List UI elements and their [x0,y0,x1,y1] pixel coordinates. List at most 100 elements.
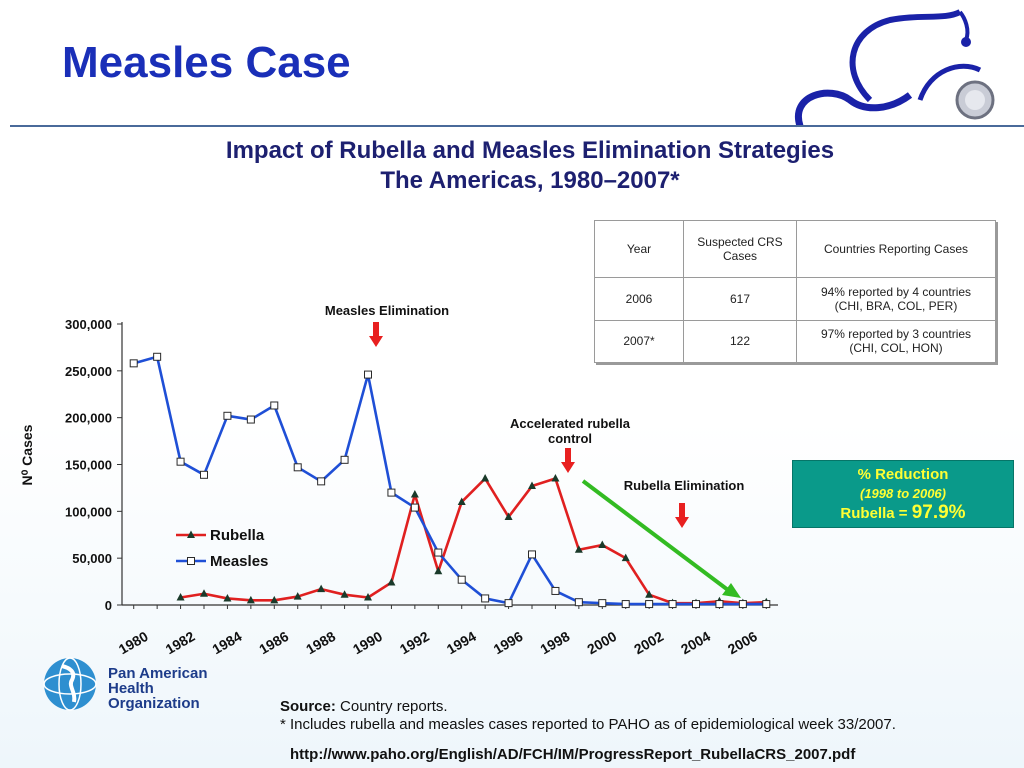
data-point-rubella [621,553,630,562]
org-line2: Health [108,680,154,697]
chart-title: Impact of Rubella and Measles Eliminatio… [0,136,1024,196]
data-point-rubella [645,590,654,598]
data-point-rubella [223,593,232,602]
table-cell-countries: 97% reported by 3 countries (CHI, COL, H… [796,319,996,363]
countries-line2: (CHI, COL, HON) [849,341,943,356]
countries-line1: 97% reported by 3 countries [820,327,972,342]
table-cell-countries: 94% reported by 4 countries (CHI, BRA, C… [796,277,996,321]
table-row: 2007* 122 97% reported by 3 countries (C… [594,319,996,363]
x-tick-label: 1994 [444,628,479,658]
data-point-measles [738,600,747,609]
series-line-rubella [180,477,767,605]
data-point-measles [504,599,513,608]
x-tick-label: 2002 [631,628,666,658]
table-row: 2006 617 94% reported by 4 countries (CH… [594,277,996,321]
reduction-result: Rubella = 97.9% [793,503,1013,523]
y-tick-label: 50,000 [72,551,112,566]
data-point-rubella [551,474,560,482]
arrow-down-icon [561,448,575,473]
data-point-measles [223,411,232,420]
data-point-measles [129,359,138,368]
stethoscope-icon [794,9,995,128]
data-point-rubella [364,593,372,601]
data-point-rubella [293,592,302,600]
footnote: * Includes rubella and measles cases rep… [280,716,896,733]
data-point-rubella [200,589,208,597]
data-point-measles [153,352,162,361]
table-header-cases: Suspected CRS Cases [683,220,797,278]
table-cell-cases: 122 [683,319,797,363]
y-axis-label: N⁰ Cases [19,424,35,485]
table-header-year: Year [594,220,684,278]
data-point-rubella [340,590,349,598]
crs-table: Year Suspected CRS Cases Countries Repor… [594,220,996,363]
org-line3: Organization [108,695,200,712]
data-point-measles [715,600,724,609]
data-point-measles [481,594,490,603]
data-point-rubella [598,540,607,549]
x-tick-label: 1982 [163,628,198,658]
source-notes: Source: Country reports. * Includes rube… [280,698,896,734]
countries-line1: 94% reported by 4 countries [820,284,972,299]
data-point-rubella [387,578,396,586]
x-tick-label: 2006 [725,628,760,658]
x-tick-label: 1996 [491,628,526,658]
title-divider [10,125,1024,127]
data-point-measles [598,599,607,608]
y-tick-label: 200,000 [65,411,112,426]
source-label: Source: [280,698,336,715]
data-point-rubella [504,512,513,520]
data-point-rubella [481,474,490,482]
reduction-label: Rubella = [840,505,912,522]
organization-name: Pan American Health Organization [108,666,208,711]
data-point-measles [410,503,419,512]
reduction-heading: % Reduction [857,466,949,483]
x-tick-label: 1988 [303,628,338,658]
y-tick-label: 250,000 [65,364,112,379]
legend-label-measles: Measles [210,553,268,570]
green-arrow-head-icon [722,583,741,598]
legend-marker-measles [187,557,195,565]
x-tick-label: 2000 [584,628,619,658]
data-point-measles [364,370,372,379]
y-tick-label: 100,000 [65,504,112,519]
table-cell-year: 2006 [594,277,684,321]
legend-label-rubella: Rubella [210,527,265,544]
x-tick-label: 2004 [678,628,713,658]
x-tick-label: 1990 [350,628,385,658]
x-tick-label: 1980 [116,628,151,658]
data-point-measles [317,477,326,486]
data-point-measles [551,586,560,595]
data-point-measles [528,550,536,559]
data-point-measles [574,598,583,607]
data-point-rubella [317,584,326,593]
y-tick-label: 300,000 [65,317,112,332]
y-tick-label: 0 [105,598,112,613]
countries-line2: (CHI, BRA, COL, PER) [834,298,958,313]
data-point-rubella [270,595,279,604]
data-point-rubella [410,489,419,498]
y-tick-label: 150,000 [65,458,112,473]
data-point-measles [762,600,771,609]
data-point-measles [645,600,654,609]
data-point-measles [692,600,700,609]
data-point-measles [293,463,302,472]
green-trend-arrow-shaft [581,479,730,592]
legend-marker-rubella [187,530,195,538]
x-tick-label: 1986 [256,628,291,658]
data-point-measles [340,455,349,464]
annotation-measles-elimination: Measles Elimination [325,303,449,318]
annotation-rubella-elimination: Rubella Elimination [624,478,745,493]
x-tick-label: 1998 [537,628,572,658]
table-header-countries: Countries Reporting Cases [796,220,996,278]
arrow-down-icon [369,322,383,347]
source-text: Country reports. [335,698,448,715]
chart-title-line2: The Americas, 1980–2007* [380,167,680,194]
table-header-row: Year Suspected CRS Cases Countries Repor… [594,220,996,278]
reduction-callout: % Reduction (1998 to 2006) Rubella = 97.… [792,460,1014,528]
slide-title: Measles Case [62,38,351,87]
source-link[interactable]: http://www.paho.org/English/AD/FCH/IM/Pr… [290,746,856,763]
data-point-rubella [434,566,443,575]
data-point-rubella [457,497,466,505]
